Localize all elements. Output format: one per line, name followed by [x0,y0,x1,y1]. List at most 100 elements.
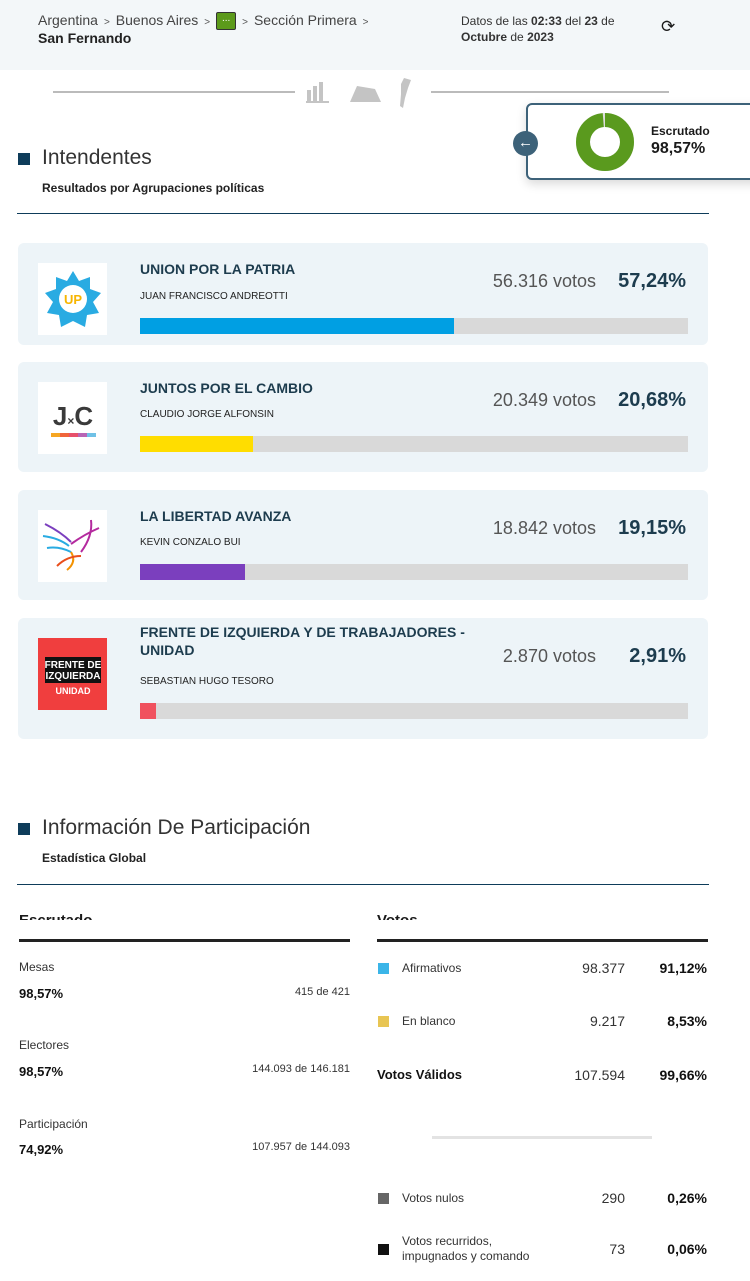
progress-fill [140,436,254,452]
party-name: UNION POR LA PATRIA [140,261,296,277]
date-year: 2023 [527,30,554,44]
progress-fill [140,318,454,334]
section-marker [18,153,30,165]
party-logo-up: UP [38,263,107,335]
party-percent: 20,68% [618,389,686,411]
update-timestamp: Datos de las 02:33 del 23 de Octubre de … [461,13,615,45]
argentina-map-icon [400,78,411,108]
stat-percent: 98,57% [19,1064,64,1079]
section-title-participacion: Información De Participación [42,816,311,839]
divider [17,884,709,885]
date-prefix: Datos de las [461,14,528,28]
party-votes: 20.349 votos [492,390,596,410]
party-logo-lla [38,510,107,582]
scrutiny-donut [576,113,634,171]
votos-percent: 0,26% [667,1190,707,1206]
svg-text:IZQUIERDA: IZQUIERDA [45,671,100,682]
stat-label: Electores [19,1038,70,1052]
svg-text:UP: UP [63,292,81,307]
votos-label: En blanco [402,1014,456,1028]
party-card[interactable]: FRENTE DE IZQUIERDA UNIDAD FRENTE DE IZQUI… [18,618,708,739]
scrutiny-label: Escrutado [651,124,710,138]
party-percent: 19,15% [618,517,686,539]
progress-fill [140,703,156,719]
votos-count: 73 [609,1241,625,1257]
breadcrumb-current: San Fernando [38,30,132,46]
progress-fill [140,564,245,580]
refresh-icon[interactable]: ⟳ [661,17,676,36]
section-subtitle: Estadística Global [42,851,147,865]
party-logo-jxc: J×C [38,382,107,454]
votos-label: Votos nulos [402,1191,465,1205]
votos-percent: 99,66% [659,1067,707,1083]
date-time: 02:33 [531,14,562,28]
progress-bar [140,564,688,580]
stat-percent: 98,57% [19,986,64,1001]
breadcrumb-seccion[interactable]: Sección Primera [253,12,357,28]
breadcrumb-buenos-aires[interactable]: Buenos Aires [115,12,199,28]
candidate-name: JUAN FRANCISCO ANDREOTTI [140,291,288,302]
stat-detail: 107.957 de 144.093 [252,1141,350,1153]
party-votes: 18.842 votos [492,518,596,538]
divider [431,91,669,93]
scrutiny-value: 98,57% [651,140,706,157]
candidate-name: KEVIN CONZALO BUI [140,537,241,548]
party-card[interactable]: LA LIBERTAD AVANZA KEVIN CONZALO BUI 18.… [18,490,708,600]
stat-label: Mesas [19,960,55,974]
date-de: de [601,14,615,28]
votos-label: Afirmativos [402,961,462,975]
date-del: del [565,14,582,28]
collapse-arrow-left-icon[interactable]: ← [513,131,538,156]
divider [377,939,708,942]
bar-chart-icon [307,90,311,102]
candidate-name: SEBASTIAN HUGO TESORO [140,676,274,687]
divider [53,91,295,93]
section-title-intendentes: Intendentes [42,146,152,169]
svg-text:J×C: J×C [52,401,92,431]
votos-count: 290 [601,1190,625,1206]
breadcrumb-more-button[interactable]: ... [216,12,237,30]
votos-count: 107.594 [574,1067,625,1083]
stat-label: Participación [19,1117,88,1131]
party-name: JUNTOS POR EL CAMBIO [140,380,313,396]
legend-square-blanco [378,1016,389,1027]
escrutado-header: Escrutado [19,912,219,920]
progress-bar [140,703,688,719]
votos-percent: 91,12% [659,960,707,976]
votos-count: 98.377 [582,960,625,976]
votos-count: 9.217 [589,1013,625,1029]
votos-label: Votos recurridos, impugnados y comando [402,1234,530,1263]
section-subtitle: Resultados por Agrupaciones políticas [42,181,265,195]
divider [432,1136,652,1139]
date-de2: de [510,30,524,44]
date-day: 23 [584,14,598,28]
legend-square-nulos [378,1193,389,1204]
legend-square-afirmativos [378,963,389,974]
stat-detail: 415 de 421 [294,986,350,998]
breadcrumb-argentina[interactable]: Argentina [38,12,98,28]
stat-percent: 74,92% [19,1142,64,1157]
votos-percent: 0,06% [667,1241,707,1257]
ballot-box-icon [350,86,381,102]
party-name: FRENTE DE IZQUIERDA Y DE TRABAJADORES - … [140,624,465,658]
scrutiny-popup: Escrutado 98,57% [526,103,750,180]
votos-percent: 8,53% [667,1013,707,1029]
candidate-name: CLAUDIO JORGE ALFONSIN [140,409,274,420]
party-card[interactable]: UP UNION POR LA PATRIA JUAN FRANCISCO AN… [18,243,708,345]
progress-bar [140,436,688,452]
breadcrumb: Argentina > Buenos Aires >... > Sección Prime… [38,12,369,46]
stat-detail: 144.093 de 146.181 [252,1063,350,1075]
party-percent: 2,91% [629,645,686,667]
party-votes: 56.316 votos [492,271,596,291]
party-card[interactable]: J×C JUNTOS POR EL CAMBIO CLAUDIO JORGE A… [18,362,708,472]
legend-square-recurridos [378,1244,389,1255]
votos-header: Votos [377,912,577,920]
party-name: LA LIBERTAD AVANZA [140,508,292,524]
party-logo-fit: FRENTE DE IZQUIERDA UNIDAD [38,638,107,710]
header-bar [0,0,750,70]
party-percent: 57,24% [618,270,686,292]
view-icons [306,78,411,108]
votos-validos-label: Votos Válidos [377,1067,462,1082]
date-month: Octubre [461,30,508,44]
section-marker [18,823,30,835]
